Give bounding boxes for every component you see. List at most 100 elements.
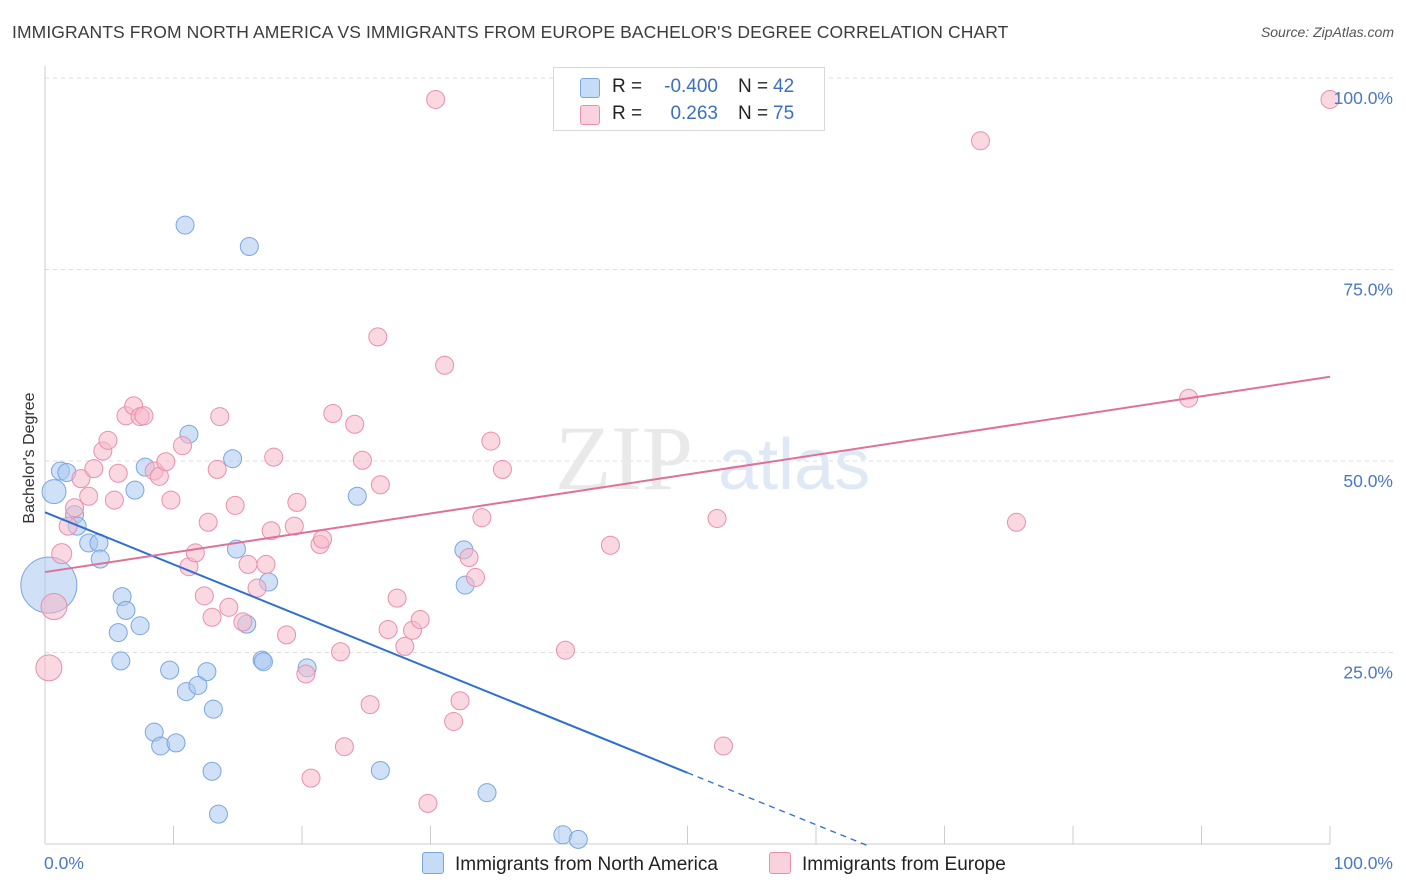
series-label-europe: Immigrants from Europe (802, 854, 1006, 875)
point-europe (435, 355, 455, 375)
point-north-america (125, 480, 145, 500)
point-europe (277, 625, 297, 645)
trend-lines (44, 375, 1331, 847)
point-north-america (160, 660, 180, 680)
point-north-america (253, 652, 273, 672)
point-north-america (347, 486, 367, 506)
point-north-america (188, 675, 208, 695)
point-europe (40, 593, 68, 621)
point-europe (296, 664, 316, 684)
point-europe (418, 793, 438, 813)
point-europe (323, 404, 343, 424)
x-tick-labels: 0.0% 100.0% (44, 853, 1393, 873)
legend-n-label: N = (738, 103, 769, 124)
point-europe (301, 768, 321, 788)
series-legend-north-america: Immigrants from North America (422, 852, 718, 876)
point-north-america (151, 736, 171, 756)
y-tick-label: 50.0% (1343, 471, 1393, 491)
point-north-america (568, 829, 588, 849)
point-north-america (370, 760, 390, 780)
point-europe (395, 636, 415, 656)
point-north-america (166, 733, 186, 753)
point-europe (98, 430, 118, 450)
point-europe (264, 447, 284, 467)
point-europe (233, 612, 253, 632)
trend-line-europe (44, 375, 1331, 574)
legend-n-label: N = (738, 76, 769, 97)
point-europe (202, 607, 222, 627)
legend-row-north-america: R = -0.400 N = 42 (554, 73, 824, 101)
point-europe (108, 463, 128, 483)
point-europe (600, 535, 620, 555)
point-europe (256, 554, 276, 574)
point-europe (35, 654, 63, 682)
point-europe (247, 578, 267, 598)
watermark-zip: ZIP (555, 407, 693, 509)
series-label-north-america: Immigrants from North America (455, 854, 718, 875)
legend-r-value: 0.263 (670, 103, 718, 124)
point-europe (219, 597, 239, 617)
point-europe (345, 414, 365, 434)
legend-swatch-europe (580, 105, 600, 125)
chart-title: IMMIGRANTS FROM NORTH AMERICA VS IMMIGRA… (12, 22, 1009, 42)
point-europe (261, 521, 281, 541)
point-europe (79, 486, 99, 506)
x-tick-label: 100.0% (1334, 853, 1393, 873)
series-legend: Immigrants from North America Immigrants… (0, 852, 1406, 878)
point-europe (331, 642, 351, 662)
series-swatch-north-america (422, 852, 444, 874)
point-europe (134, 406, 154, 426)
point-europe (368, 327, 388, 347)
point-north-america (203, 699, 223, 719)
point-europe (51, 543, 73, 565)
point-europe (481, 431, 501, 451)
point-europe (707, 508, 727, 528)
point-north-america (477, 783, 497, 803)
correlation-legend: R = -0.400 N = 42 R = 0.263 N = 75 (553, 67, 825, 131)
point-europe (555, 640, 575, 660)
point-europe (465, 567, 485, 587)
point-europe (360, 695, 380, 715)
data-points (20, 89, 1340, 849)
y-tick-label: 75.0% (1343, 280, 1393, 300)
series-swatch-europe (769, 852, 791, 874)
point-north-america (130, 616, 150, 636)
point-europe (1006, 512, 1026, 532)
legend-n-value: 75 (773, 103, 795, 124)
point-europe (970, 131, 990, 151)
point-north-america (223, 449, 243, 469)
point-europe (334, 737, 354, 757)
point-north-america (239, 237, 259, 257)
point-europe (426, 89, 446, 109)
legend-r-value: -0.400 (664, 76, 718, 97)
point-europe (450, 691, 470, 711)
y-tick-label: 25.0% (1343, 663, 1393, 683)
point-north-america (111, 651, 131, 671)
point-europe (444, 711, 464, 731)
watermark-atlas: atlas (718, 425, 870, 505)
point-europe (185, 543, 205, 563)
point-europe (161, 490, 181, 510)
point-europe (352, 450, 372, 470)
point-north-america (108, 623, 128, 643)
point-europe (207, 459, 227, 479)
point-north-america (197, 662, 217, 682)
legend-r-label: R = (612, 103, 643, 124)
point-europe (387, 588, 407, 608)
watermark: ZIP atlas (555, 407, 870, 509)
point-europe (459, 548, 479, 568)
point-europe (225, 495, 245, 515)
point-europe (238, 554, 258, 574)
point-europe (492, 459, 512, 479)
legend-swatch-north-america (580, 78, 600, 98)
x-tick-label: 0.0% (44, 853, 84, 873)
point-europe (65, 498, 85, 518)
point-north-america (41, 479, 67, 505)
point-europe (378, 620, 398, 640)
point-europe (156, 452, 176, 472)
legend-row-europe: R = 0.263 N = 75 (554, 100, 824, 128)
point-europe (713, 736, 733, 756)
series-legend-europe: Immigrants from Europe (769, 852, 1006, 876)
point-europe (472, 508, 492, 528)
